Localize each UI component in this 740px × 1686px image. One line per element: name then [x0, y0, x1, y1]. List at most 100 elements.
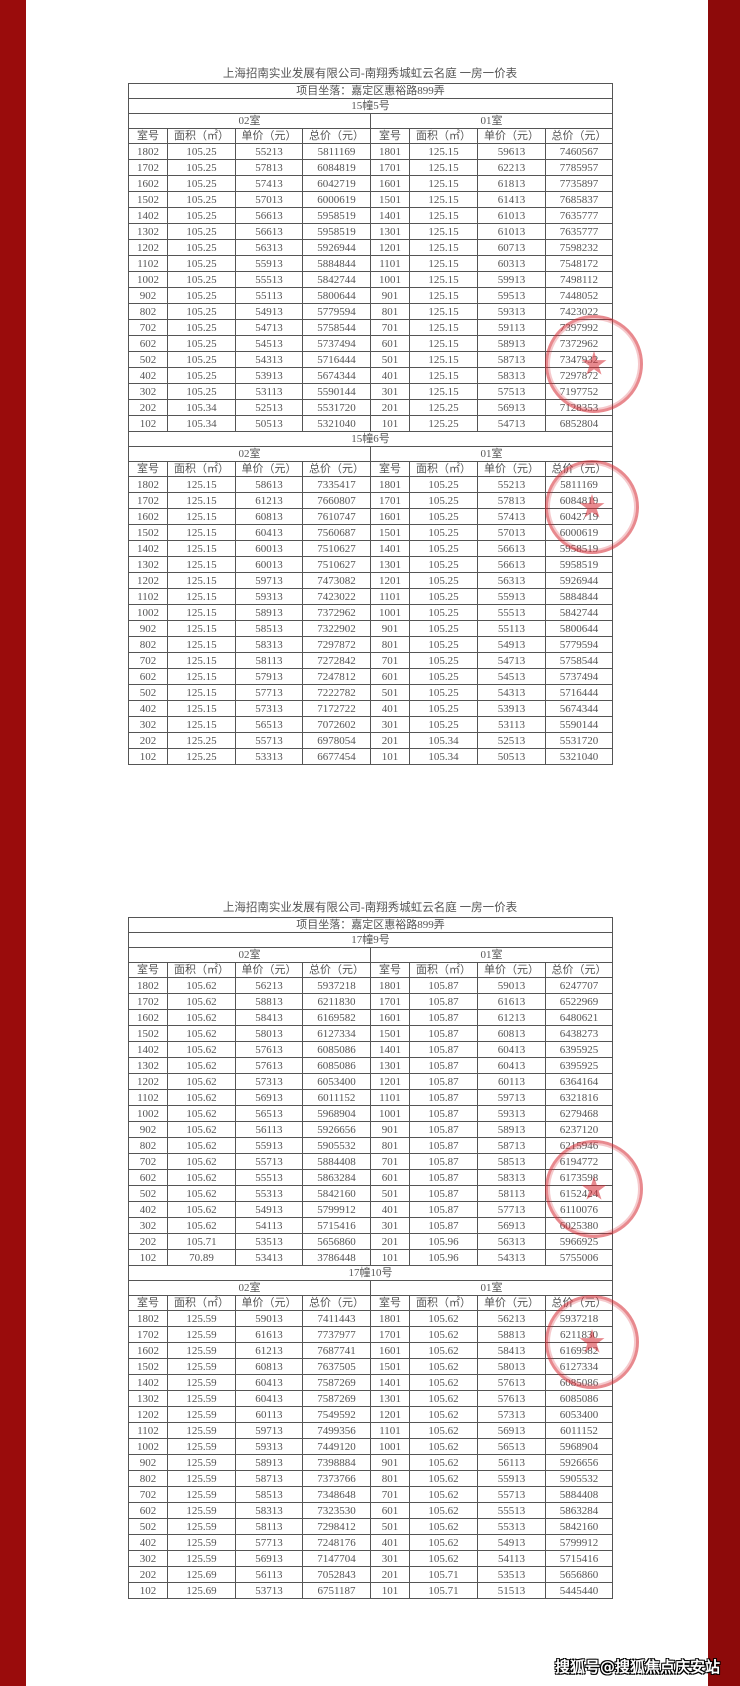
unit-price: 60413	[235, 1390, 303, 1407]
total-price: 7449120	[302, 1438, 371, 1455]
area: 105.25	[409, 508, 478, 525]
area: 105.34	[409, 748, 478, 765]
room-number: 501	[370, 351, 410, 368]
unit-price: 55313	[235, 1185, 303, 1202]
total-price: 7510627	[302, 540, 371, 557]
total-price: 7072602	[302, 716, 371, 733]
room-number: 1802	[128, 1310, 168, 1327]
room-number: 1001	[370, 1438, 410, 1455]
table-row: 902 125.15 58513 7322902 901 105.25 55113 58006…	[128, 620, 613, 637]
room-number: 1601	[370, 508, 410, 525]
room-number: 501	[370, 1185, 410, 1202]
table-row: 1002 105.25 55513 5842744 1001 125.15 59913 749…	[128, 271, 613, 288]
table-row: 1302 105.25 56613 5958519 1301 125.15 61013 763…	[128, 223, 613, 240]
unit-price: 55513	[235, 271, 303, 288]
area: 125.15	[167, 508, 236, 525]
area: 125.15	[409, 335, 478, 352]
total-price: 6677454	[302, 748, 371, 765]
total-price: 6085086	[302, 1041, 371, 1058]
total-price: 5905532	[302, 1137, 371, 1154]
area: 125.15	[167, 492, 236, 509]
unit-price: 58913	[235, 1454, 303, 1471]
total-price: 6852804	[545, 415, 613, 432]
total-price: 5926944	[302, 239, 371, 256]
total-price: 7598232	[545, 239, 613, 256]
total-price: 5863284	[302, 1169, 371, 1186]
total-price: 7172722	[302, 700, 371, 717]
area: 105.62	[409, 1454, 478, 1471]
area: 125.59	[167, 1502, 236, 1519]
table-row: 1802 125.15 58613 7335417 1801 105.25 55213 581…	[128, 476, 613, 493]
room-number: 1302	[128, 1390, 168, 1407]
room-number: 401	[370, 1201, 410, 1218]
room-number: 602	[128, 1169, 168, 1186]
total-price: 7560687	[302, 524, 371, 541]
total-price: 7373766	[302, 1470, 371, 1487]
total-price: 6011152	[302, 1089, 371, 1106]
room-number: 302	[128, 716, 168, 733]
total-price: 6053400	[545, 1406, 613, 1423]
room-number: 502	[128, 1518, 168, 1535]
room-number: 101	[370, 748, 410, 765]
room-number: 202	[128, 399, 168, 416]
unit-price: 60113	[477, 1073, 546, 1090]
unit-price: 54313	[235, 351, 303, 368]
total-price: 6127334	[545, 1358, 613, 1375]
table-row: 502 105.62 55313 5842160 501 105.87 58113 61524…	[128, 1185, 613, 1202]
unit-price: 57713	[235, 1534, 303, 1551]
room-number: 1702	[128, 159, 168, 176]
total-price: 5966925	[545, 1233, 613, 1250]
area: 105.62	[167, 1025, 236, 1042]
unit-label-right: 01室	[370, 113, 613, 129]
unit-price: 58313	[235, 1502, 303, 1519]
room-number: 1101	[370, 255, 410, 272]
room-number: 1502	[128, 1025, 168, 1042]
area: 125.15	[409, 255, 478, 272]
room-number: 1102	[128, 1422, 168, 1439]
unit-row: 02室 01室	[128, 1280, 613, 1296]
area: 125.25	[409, 415, 478, 432]
unit-price: 55513	[477, 1502, 546, 1519]
room-number: 1301	[370, 1390, 410, 1407]
unit-price: 55713	[235, 732, 303, 749]
room-number: 102	[128, 1582, 168, 1599]
unit-price: 58713	[235, 1470, 303, 1487]
table-row: 102 125.69 53713 6751187 101 105.71 51513 54454…	[128, 1582, 613, 1599]
total-price: 5800644	[545, 620, 613, 637]
column-header-row: 室号 面积（㎡） 单价（元） 总价（元） 室号 面积（㎡） 单价（元） 总价（元）	[128, 962, 613, 978]
area: 105.62	[167, 1217, 236, 1234]
area: 105.87	[409, 977, 478, 994]
total-price: 5755006	[545, 1249, 613, 1266]
room-number: 201	[370, 399, 410, 416]
room-number: 702	[128, 319, 168, 336]
table-row: 1802 105.62 56213 5937218 1801 105.87 59013 624…	[128, 977, 613, 994]
room-number: 1201	[370, 572, 410, 589]
building-label: 17幢9号	[128, 932, 613, 948]
table-row: 702 105.62 55713 5884408 701 105.87 58513 61947…	[128, 1153, 613, 1170]
unit-price: 56613	[477, 540, 546, 557]
unit-price: 59713	[235, 572, 303, 589]
unit-label-right: 01室	[370, 947, 613, 963]
unit-price: 56913	[235, 1550, 303, 1567]
table-row: 1802 125.59 59013 7411443 1801 105.62 56213 593…	[128, 1310, 613, 1327]
building-label: 17幢10号	[128, 1265, 613, 1281]
total-price: 7548172	[545, 255, 613, 272]
area: 105.62	[167, 1121, 236, 1138]
unit-price: 53413	[235, 1249, 303, 1266]
unit-price: 58313	[235, 636, 303, 653]
area: 125.15	[167, 668, 236, 685]
room-number: 202	[128, 1233, 168, 1250]
room-number: 1002	[128, 1105, 168, 1122]
room-number: 1602	[128, 1009, 168, 1026]
area: 105.25	[167, 223, 236, 240]
unit-price: 53113	[235, 383, 303, 400]
total-price: 6011152	[545, 1422, 613, 1439]
room-number: 802	[128, 1470, 168, 1487]
column-header: 单价（元）	[235, 461, 303, 477]
total-price: 7398884	[302, 1454, 371, 1471]
table-row: 602 125.59 58313 7323530 601 105.62 55513 58632…	[128, 1502, 613, 1519]
room-number: 1002	[128, 604, 168, 621]
column-header: 单价（元）	[477, 461, 546, 477]
unit-price: 55513	[477, 604, 546, 621]
area: 105.25	[167, 175, 236, 192]
